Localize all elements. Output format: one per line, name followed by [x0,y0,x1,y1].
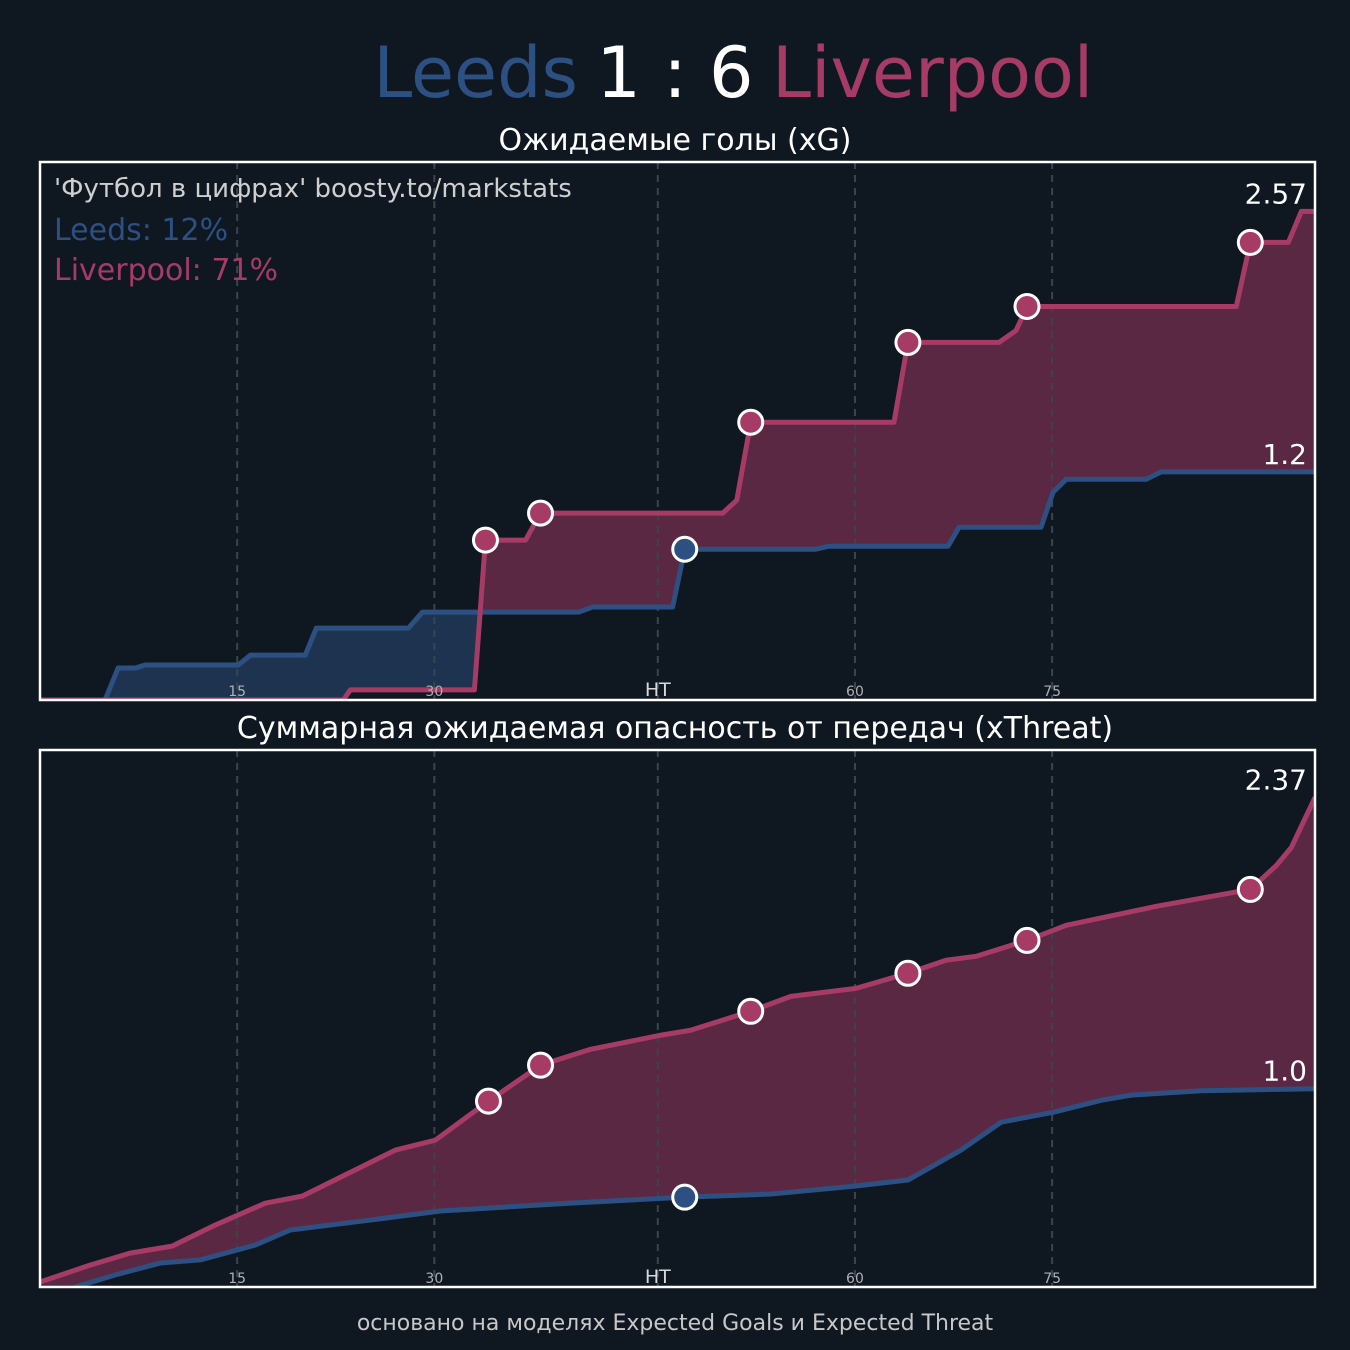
x-tick-label: 15 [228,684,246,700]
goal-marker [894,328,922,356]
x-tick-label: 15 [228,1271,246,1287]
away-team: Liverpool [772,32,1093,114]
x-tick-label: 75 [1043,684,1061,700]
footer: основано на моделях Expected Goals и Exp… [357,1311,994,1336]
x-tick-label: 60 [846,684,864,700]
goal-marker [527,499,555,527]
win-probability: Leeds: 12% [54,213,228,248]
x-tick-label: 30 [425,684,443,700]
goal-marker [671,1183,699,1211]
series-line [74,1086,1315,1287]
x-tick-label: 60 [846,1271,864,1287]
x-tick-label: 30 [425,1271,443,1287]
goal-marker [1013,292,1041,320]
goal-marker [737,997,765,1025]
x-tick-label: HT [645,1266,671,1288]
end-label: 2.37 [1245,764,1307,797]
goal-marker [671,535,699,563]
series-line [40,469,1315,700]
goal-marker [1236,228,1264,256]
x-tick-label: HT [645,679,671,701]
end-label: 2.57 [1245,177,1307,210]
goal-marker [474,1087,502,1115]
panel-frame [38,748,1317,1289]
panel-title: Ожидаемые голы (xG) [499,123,852,158]
area-fill [40,797,1315,1287]
end-label: 1.2 [1262,438,1307,471]
score: 1 : 6 [596,32,753,114]
goal-marker [471,526,499,554]
goal-marker [894,959,922,987]
goal-marker [1013,926,1041,954]
plot-area [40,162,1315,700]
end-label: 1.0 [1262,1055,1307,1088]
goal-marker [527,1051,555,1079]
panel-title: Суммарная ожидаемая опасность от передач… [237,711,1113,746]
series-line [40,796,1315,1285]
x-tick-label: 75 [1043,1271,1061,1287]
home-team: Leeds [373,32,578,114]
watermark: 'Футбол в цифрах' boosty.to/markstats [54,174,572,204]
win-probability: Liverpool: 71% [54,253,278,288]
goal-marker [1236,875,1264,903]
goal-marker [737,408,765,436]
panel-frame [38,160,1317,702]
